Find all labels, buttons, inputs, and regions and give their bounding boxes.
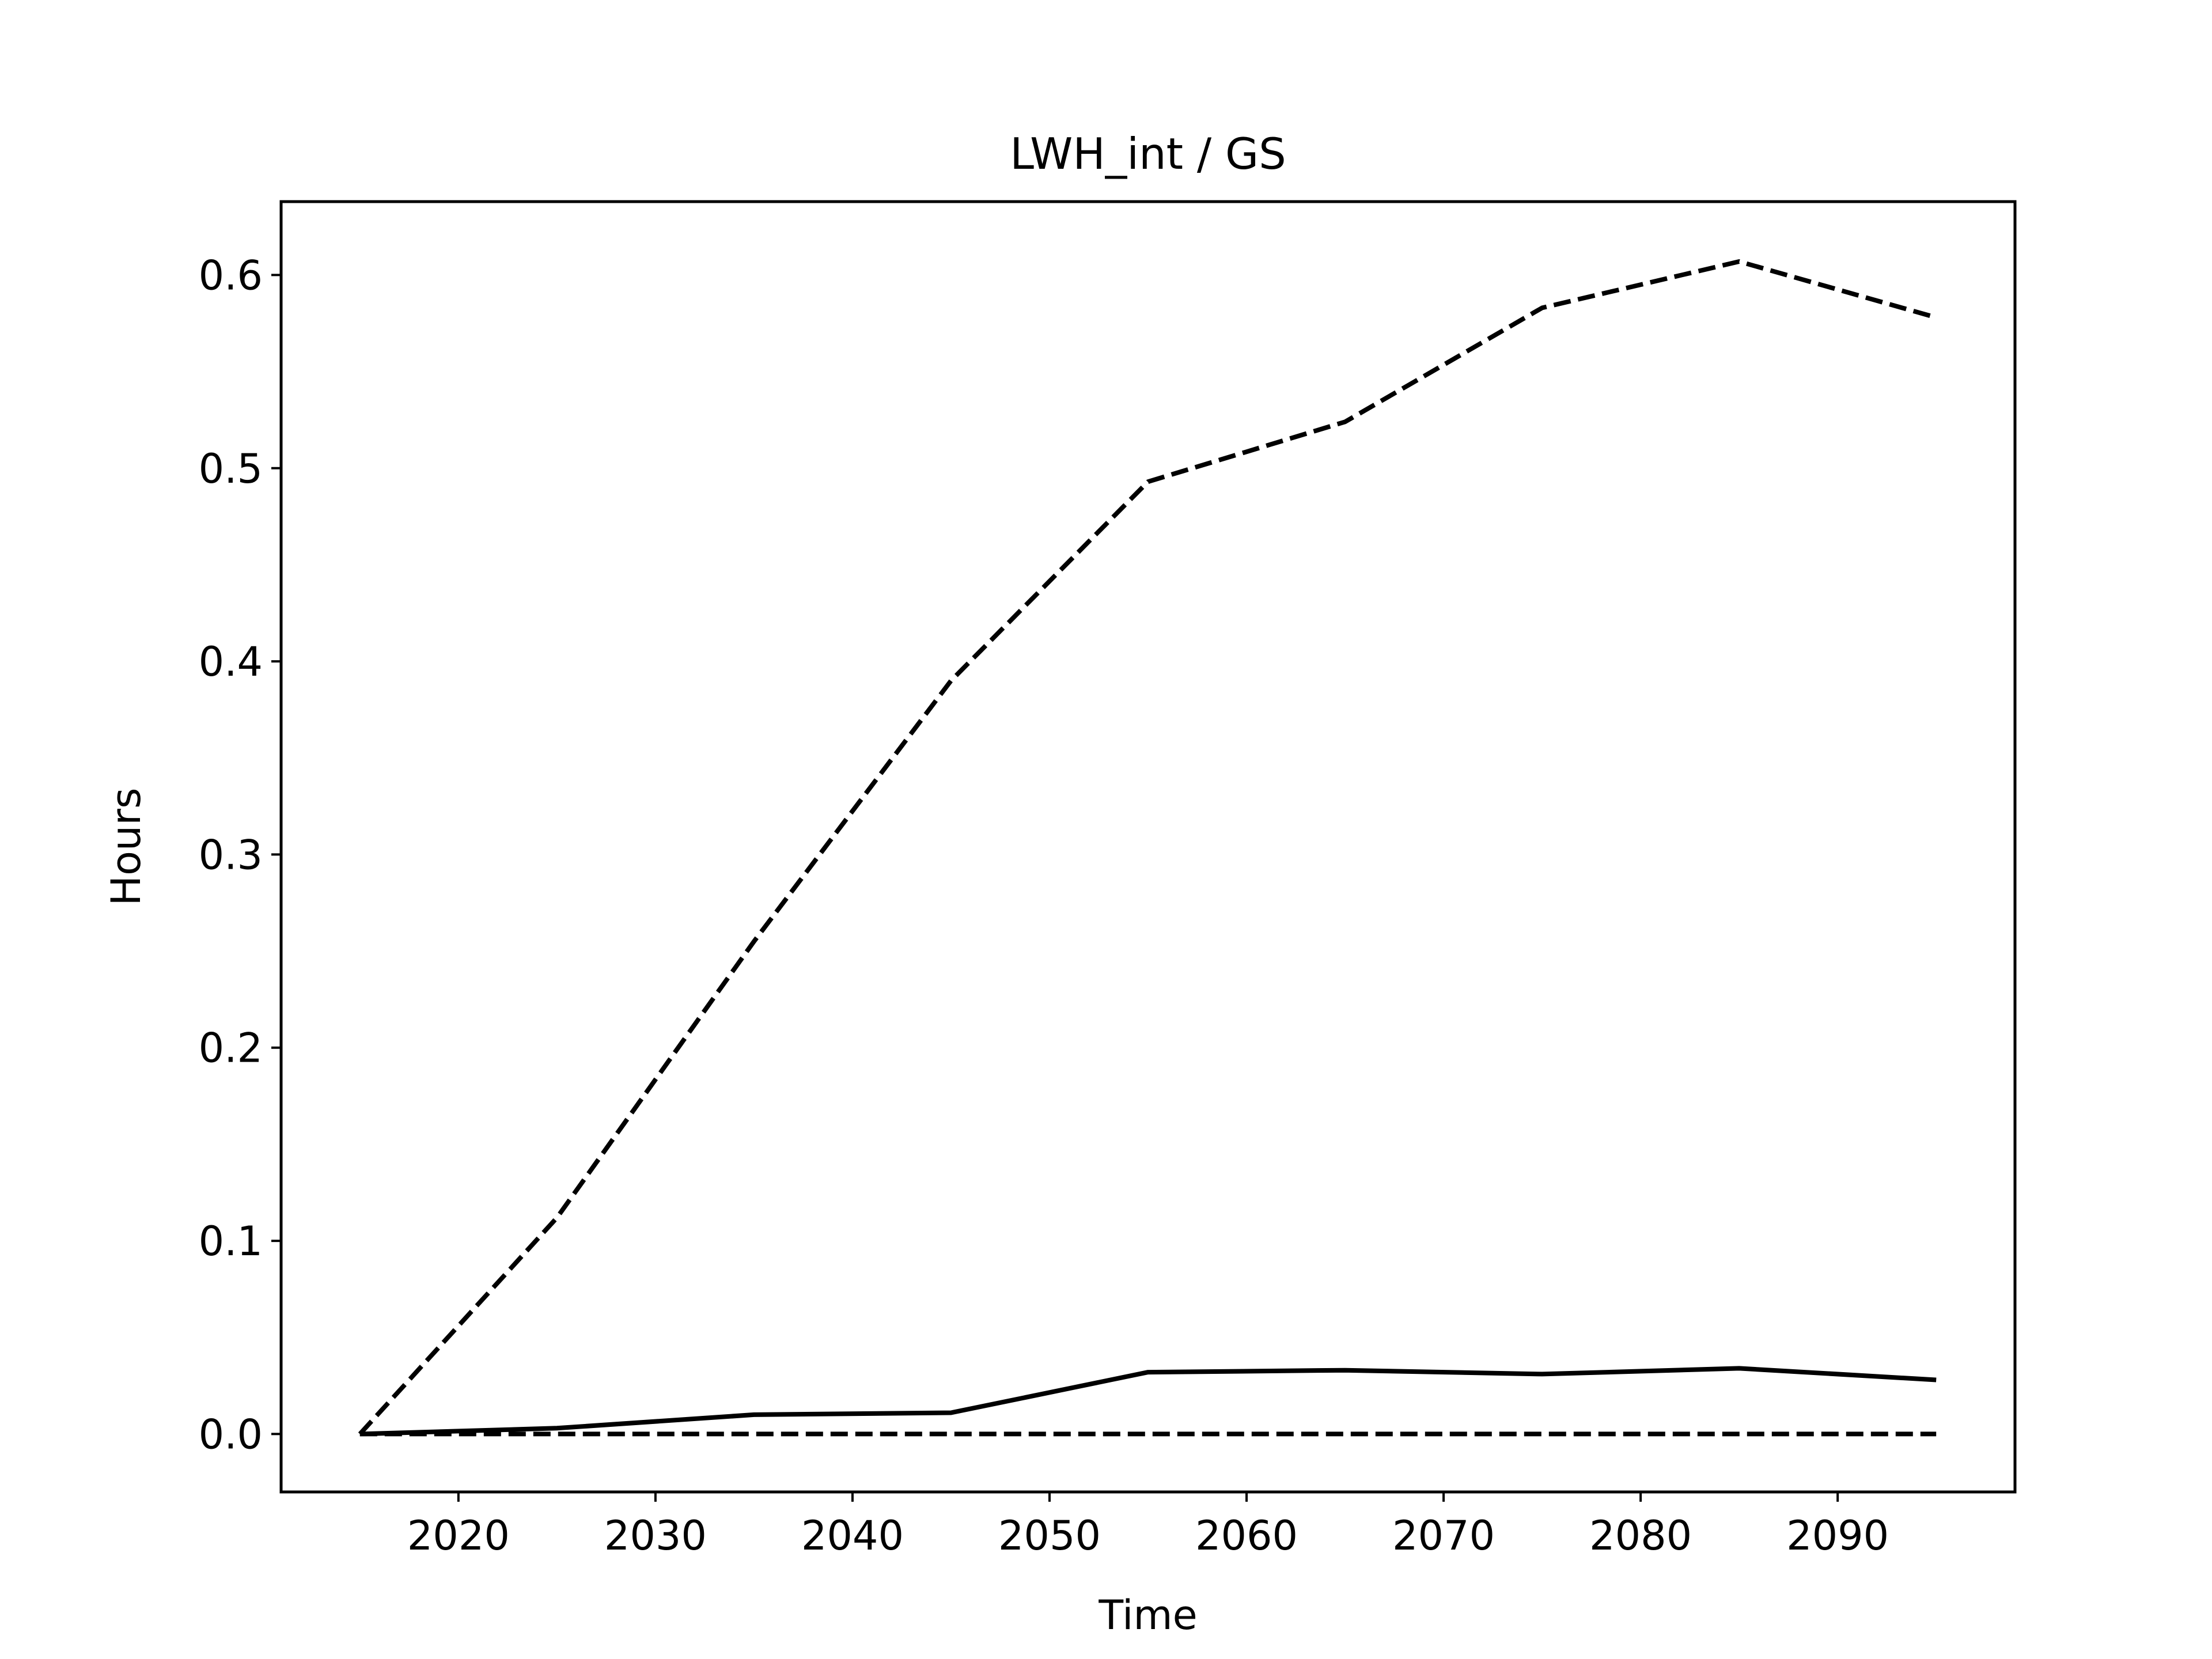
series-line-2 [359,1366,1937,1437]
y-tick-label: 0.3 [199,831,263,878]
chart-title: LWH_int / GS [1010,128,1286,179]
y-tick-label: 0.2 [199,1025,263,1072]
y-axis-ticks: 0.0 0.1 0.2 0.3 0.4 0.5 0.6 [199,252,281,1458]
axes-frame [279,200,2017,1494]
x-tick-label: 2070 [1392,1512,1495,1559]
y-axis-label: Hours [103,787,150,906]
series-line-1 [358,259,1937,1436]
x-tick-label: 2050 [998,1512,1101,1559]
x-tick-label: 2020 [407,1512,510,1559]
plot-area [358,259,1937,1437]
x-tick-label: 2040 [801,1512,904,1559]
y-tick-label: 0.4 [199,638,263,685]
y-tick-label: 0.0 [199,1411,263,1458]
x-tick-label: 2080 [1589,1512,1692,1559]
y-tick-label: 0.6 [199,252,263,299]
x-axis-ticks: 2020 2030 2040 2050 2060 2070 2080 2090 [407,1492,1889,1559]
x-tick-label: 2090 [1786,1512,1889,1559]
x-tick-label: 2060 [1195,1512,1298,1559]
y-tick-label: 0.5 [199,445,263,493]
x-tick-label: 2030 [604,1512,707,1559]
x-axis-label: Time [1098,1592,1197,1639]
y-tick-label: 0.1 [199,1218,263,1265]
